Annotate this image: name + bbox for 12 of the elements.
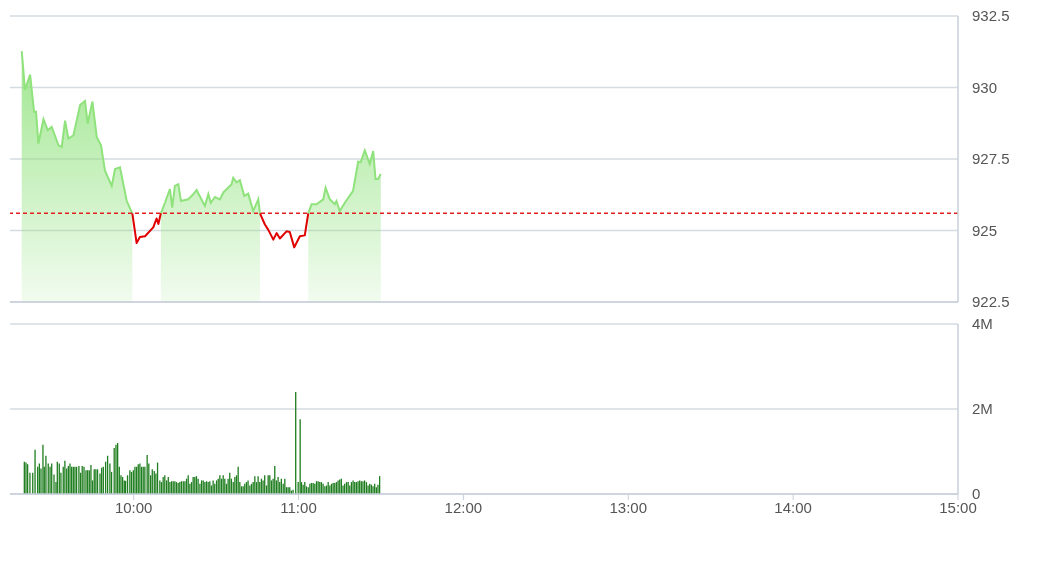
y-tick-label: 922.5 [972, 293, 1010, 311]
y-tick-label: 925 [972, 221, 998, 239]
x-tick-label: 11:00 [280, 498, 317, 516]
y-tick-label: 930 [972, 78, 998, 96]
x-tick-label: 10:00 [114, 498, 153, 516]
x-tick-label: 12:00 [444, 498, 483, 516]
y-tick-label: 4M [972, 315, 993, 333]
y-tick-label: 927.5 [972, 150, 1010, 168]
x-tick-label: 14:00 [774, 498, 812, 516]
y-tick-label: 2M [972, 400, 993, 418]
x-tick-label: 13:00 [609, 498, 648, 516]
y-tick-label: 932.5 [972, 7, 1010, 25]
